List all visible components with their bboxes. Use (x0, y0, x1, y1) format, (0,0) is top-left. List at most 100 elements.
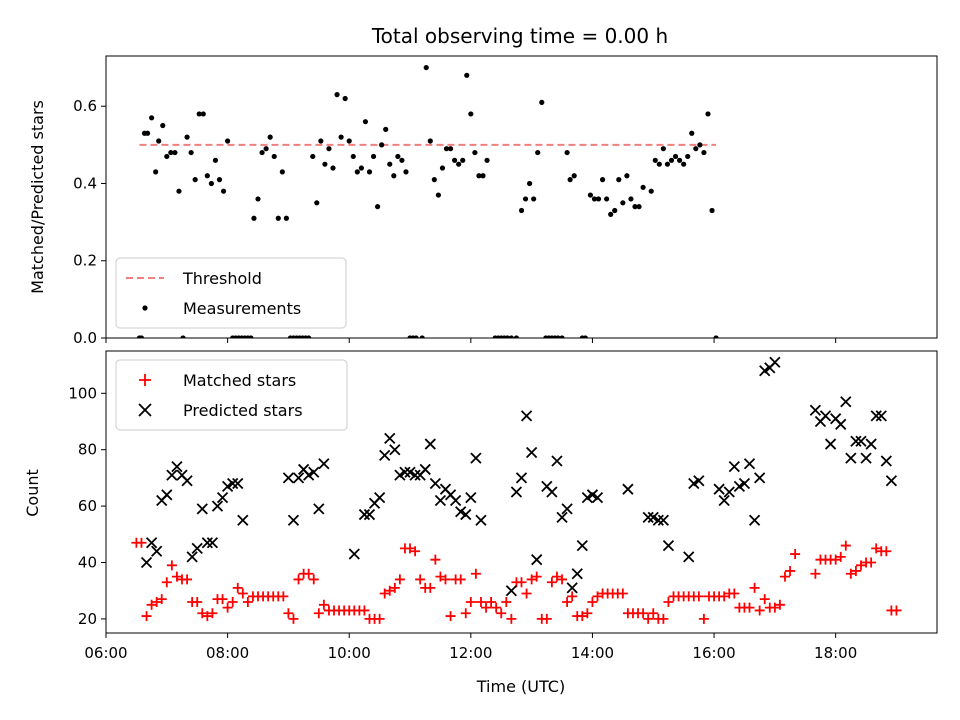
predicted-star-point (546, 486, 558, 498)
matched-star-point (744, 602, 755, 613)
measurement-point (713, 335, 719, 338)
y-tick-label: 0.6 (73, 97, 97, 115)
measurement-point (267, 134, 273, 140)
x-tick-label: 06:00 (84, 644, 127, 662)
measurement-point (334, 92, 340, 98)
y-tick-label: 20 (78, 610, 97, 628)
matched-star-point (845, 568, 856, 579)
matched-star-point (881, 546, 892, 557)
matched-star-point (521, 588, 532, 599)
measurement-point (447, 146, 454, 152)
predicted-star-point (384, 432, 396, 445)
measurement-point (338, 134, 344, 140)
matched-star-point (283, 608, 294, 619)
measurement-point (379, 142, 385, 148)
y-tick-label: 0.4 (73, 174, 97, 192)
predicted-star-point (718, 494, 730, 507)
measurement-point (160, 122, 166, 129)
measurement-point (522, 196, 529, 202)
legend-predicted-swatch (138, 403, 152, 417)
predicted-star-point (449, 494, 462, 507)
measurement-point (464, 72, 470, 78)
measurement-point (624, 173, 630, 179)
predicted-star-point (475, 514, 487, 526)
predicted-star-point (728, 460, 740, 473)
matched-star-point (496, 608, 507, 619)
x-tick-label: 08:00 (206, 644, 249, 662)
measurement-point (149, 115, 155, 121)
matched-star-point (161, 577, 172, 588)
matched-star-point (481, 602, 492, 613)
measurement-point (640, 184, 646, 190)
matched-star-point (506, 613, 517, 624)
measurement-point (326, 146, 332, 152)
predicted-star-point (389, 444, 401, 456)
measurement-point (427, 138, 433, 144)
predicted-star-point (358, 508, 371, 521)
predicted-star-point (723, 486, 735, 498)
measurement-point (220, 188, 227, 194)
measurement-point (705, 111, 711, 117)
matched-star-point (486, 596, 497, 607)
matched-star-point (222, 602, 233, 613)
matched-star-point (754, 605, 765, 616)
measurement-point (200, 111, 206, 117)
measurement-point (612, 207, 618, 214)
predicted-star-point (196, 503, 208, 515)
measurement-point (632, 204, 638, 210)
measurement-point (346, 138, 352, 144)
top-plot: 0.0 0.2 0.4 0.6 Threshold Measurements (73, 55, 938, 347)
matched-star-point (308, 574, 319, 585)
predicted-star-point (622, 483, 634, 495)
measurement-point (435, 192, 441, 198)
plot-frame (105, 350, 938, 634)
measurement-point (144, 130, 151, 136)
measurement-point (591, 196, 598, 202)
measurement-point (251, 215, 257, 221)
measurement-point (701, 149, 707, 156)
measurement-point (196, 111, 202, 117)
matched-star-point (440, 574, 451, 585)
measurement-point (225, 138, 231, 144)
legend-label: Predicted stars (183, 401, 303, 420)
measurement-point (599, 177, 606, 183)
legend-label: Matched stars (183, 371, 296, 390)
measurement-point (263, 146, 269, 152)
matched-star-point (541, 613, 552, 624)
legend: Matched stars Predicted stars (115, 359, 348, 431)
x-axis-label: Time (UTC) (476, 677, 565, 696)
predicted-star-point (819, 410, 832, 422)
measurement-point (676, 157, 683, 163)
predicted-star-point (556, 511, 568, 524)
matched-star-point (192, 596, 203, 607)
measurement-point (567, 177, 573, 183)
predicted-star-point (754, 472, 766, 484)
predicted-star-point (515, 472, 528, 484)
matched-star-point (445, 611, 456, 622)
matched-star-point (830, 554, 841, 565)
measurement-point (555, 335, 561, 338)
measurement-point (271, 153, 277, 160)
predicted-star-point (743, 458, 756, 470)
measurement-point (403, 169, 409, 175)
matched-star-point (156, 594, 167, 605)
measurement-point (283, 215, 289, 221)
measurement-point (656, 161, 662, 167)
predicted-star-point (465, 492, 477, 504)
predicted-star-point (860, 452, 872, 464)
predicted-star-point (145, 537, 158, 549)
predicted-star-point (292, 472, 305, 484)
y-tick-label: 80 (78, 441, 97, 459)
matched-star-point (171, 571, 182, 582)
measurement-point (531, 196, 537, 202)
measurement-point (306, 335, 312, 338)
matched-star-point (455, 574, 466, 585)
measurement-point (660, 146, 666, 152)
predicted-star-point (809, 404, 822, 416)
measurement-point (362, 119, 369, 125)
matched-star-point (410, 546, 421, 557)
measurement-point (208, 180, 214, 187)
matched-star-point (318, 599, 329, 610)
matched-star-point (866, 557, 877, 568)
matched-star-point (166, 560, 177, 571)
